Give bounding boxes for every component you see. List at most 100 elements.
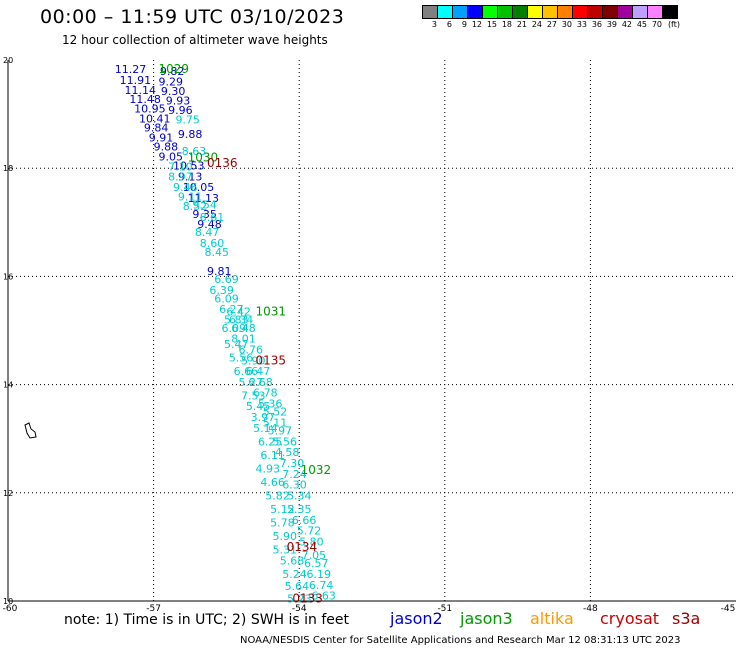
y-tick-label: 10 xyxy=(3,597,13,606)
wave-height-label: 10.95 xyxy=(134,103,166,116)
wave-height-label: 5.56 xyxy=(229,352,254,365)
wave-height-label: 5.23 xyxy=(287,592,312,605)
x-tick-label: -57 xyxy=(146,604,161,614)
wave-height-label: 7.24 xyxy=(282,468,307,481)
wave-height-label: 6.11 xyxy=(260,449,285,462)
wave-height-label: 9.35 xyxy=(192,208,217,221)
color-scale-units: (ft) xyxy=(667,20,680,29)
wave-height-label: 8.97 xyxy=(168,170,193,183)
chart-subtitle: 12 hour collection of altimeter wave hei… xyxy=(62,33,328,47)
color-scale-label: 21 xyxy=(516,20,527,29)
wave-height-label: 5.11 xyxy=(263,416,288,429)
wave-height-label: 5.97 xyxy=(268,425,293,438)
wave-height-label: 9.93 xyxy=(166,95,191,108)
color-scale-label: 30 xyxy=(561,20,572,29)
satellite-legend-jason3: jason3 xyxy=(460,609,513,628)
wave-height-label: 9.88 xyxy=(154,141,179,154)
wave-height-label: 7.10 xyxy=(168,161,193,174)
pass-time-label: 0133 xyxy=(292,591,323,605)
wave-height-label: 5.31 xyxy=(273,544,298,557)
wave-height-label: 6.39 xyxy=(209,284,234,297)
wave-height-label: 9.82 xyxy=(160,65,185,78)
wave-height-label: 5.45 xyxy=(246,400,271,413)
wave-height-label: 7.30 xyxy=(280,457,305,470)
y-tick-label: 20 xyxy=(3,56,13,65)
x-tick-label: -60 xyxy=(3,604,18,614)
wave-height-label: 9.29 xyxy=(158,76,183,89)
wave-height-label: 10.41 xyxy=(139,112,171,125)
color-scale-label: 6 xyxy=(446,20,452,29)
color-scale-label: 27 xyxy=(546,20,557,29)
wave-height-label: 10.05 xyxy=(183,181,215,194)
wave-height-label: 6.27 xyxy=(219,303,244,316)
wave-height-label: 7.53 xyxy=(241,389,266,402)
wave-height-label: 8.61 xyxy=(200,211,225,224)
wave-height-label: 5.72 xyxy=(297,525,322,538)
wave-height-label: 11.48 xyxy=(129,93,161,106)
wave-height-label: 6.30 xyxy=(282,479,307,492)
wave-height-label: 8.47 xyxy=(195,226,220,239)
wave-height-label: 5.64 xyxy=(285,580,310,593)
wave-height-label: 5.27 xyxy=(239,376,263,389)
wave-height-label: 6.09 xyxy=(222,322,247,335)
wave-height-label: 6.66 xyxy=(234,365,259,378)
color-scale-label: 36 xyxy=(591,20,602,29)
wave-height-label: 5.12 xyxy=(270,503,295,516)
wave-height-label: 4.66 xyxy=(260,476,285,489)
color-scale-label: 12 xyxy=(471,20,482,29)
wave-height-label: 6.76 xyxy=(239,343,263,356)
pass-time-label: 1030 xyxy=(188,150,219,164)
pass-time-label: 0135 xyxy=(256,353,287,367)
color-scale-label: 24 xyxy=(531,20,542,29)
wave-height-label: 6.25 xyxy=(258,435,283,448)
wave-height-label: 9.05 xyxy=(158,150,183,163)
wave-height-color-scale: 3 6 9 12 15 18 21 24 27 30 33 36 39 42 45 70 (ft) xyxy=(422,5,680,29)
wave-height-label: 4.58 xyxy=(275,446,300,459)
satellite-legend-jason2: jason2 xyxy=(390,609,443,628)
wave-height-label: 5.14 xyxy=(253,422,277,435)
color-scale-label: 70 xyxy=(651,20,662,29)
wave-height-label: 11.13 xyxy=(188,192,220,205)
color-scale-label: 42 xyxy=(621,20,632,29)
wave-height-label: 6.57 xyxy=(304,557,329,570)
color-scale-label: 3 xyxy=(431,20,437,29)
wave-height-label: 4.93 xyxy=(256,462,281,475)
pass-time-label: 1029 xyxy=(158,62,189,76)
wave-height-label: 11.27 xyxy=(115,63,147,76)
wave-height-label: 5.36 xyxy=(258,398,283,411)
wave-height-label: 5.90 xyxy=(273,530,298,543)
y-tick-label: 18 xyxy=(3,164,13,173)
chart-title: 00:00 – 11:59 UTC 03/10/2023 xyxy=(40,6,345,28)
satellite-legend-s3a: s3a xyxy=(672,609,701,628)
wave-height-label: 8.52 xyxy=(183,200,208,213)
pass-time-label: 1032 xyxy=(301,463,332,477)
wave-height-label: 5.35 xyxy=(287,503,312,516)
x-tick-label: -45 xyxy=(721,604,736,614)
wave-height-label: 8.60 xyxy=(200,237,225,250)
wave-height-label: 9.48 xyxy=(197,218,222,231)
x-tick-label: -48 xyxy=(583,604,598,614)
wave-height-label: 8.01 xyxy=(231,333,256,346)
wave-height-label: 6.69 xyxy=(214,273,239,286)
satellite-legend-altika: altika xyxy=(530,609,574,628)
wave-height-label: 6.09 xyxy=(214,293,239,306)
color-scale-label: 9 xyxy=(461,20,467,29)
color-scale-label: 39 xyxy=(606,20,617,29)
y-tick-label: 16 xyxy=(3,272,13,281)
wave-height-label: 9.30 xyxy=(161,85,186,98)
color-scale-label: 33 xyxy=(576,20,587,29)
wave-height-label: 5.24 xyxy=(282,568,307,581)
wave-height-label: 9.96 xyxy=(168,104,193,117)
wave-height-label: 5.82 xyxy=(265,490,290,503)
wave-height-label: 5.83 xyxy=(224,314,249,327)
wave-height-label: 6.78 xyxy=(253,387,277,400)
wave-height-label: 5.68 xyxy=(280,554,305,567)
color-scale-label: 18 xyxy=(501,20,512,29)
wave-height-label: 9.91 xyxy=(149,131,174,144)
x-tick-label: -51 xyxy=(437,604,452,614)
wave-height-label: 9.13 xyxy=(178,170,203,183)
x-tick-label: -54 xyxy=(292,604,307,614)
wave-height-label: 6.48 xyxy=(231,322,256,335)
wave-height-label: 7.05 xyxy=(302,549,327,562)
wave-height-label: 5.90 xyxy=(241,354,266,367)
